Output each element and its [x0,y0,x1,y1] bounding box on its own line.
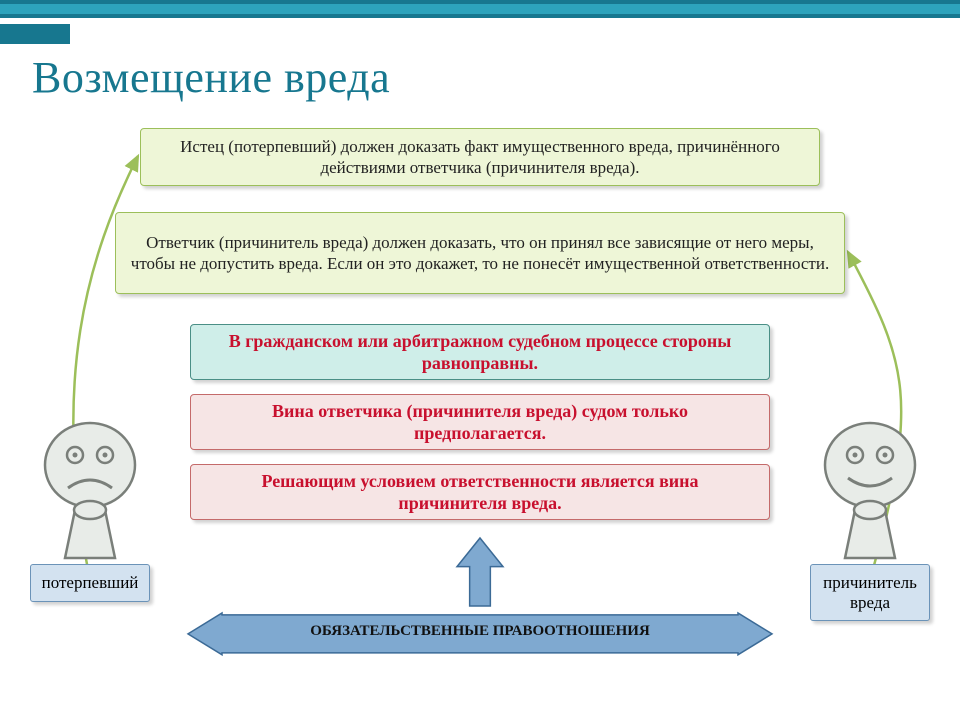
box-fault-text: Вина ответчика (причинителя вреда) судом… [205,400,755,445]
up-arrow-icon [447,536,513,614]
box-plaintiff-text: Истец (потерпевший) должен доказать факт… [155,136,805,179]
tortfeasor-label: причинитель вреда [823,573,917,612]
box-defendant-info: Ответчик (причинитель вреда) должен дока… [115,212,845,294]
box-equal-parties: В гражданском или арбитражном судебном п… [190,324,770,380]
box-equal-text: В гражданском или арбитражном судебном п… [205,330,755,375]
box-fault-presumed: Вина ответчика (причинителя вреда) судом… [190,394,770,450]
victim-label: потерпевший [42,573,139,592]
box-decisive-fault: Решающим условием ответственности являет… [190,464,770,520]
victim-icon [35,410,145,560]
party-victim: потерпевший [30,410,150,602]
victim-label-box: потерпевший [30,564,150,602]
page-title: Возмещение вреда [32,52,390,103]
box-defendant-text: Ответчик (причинитель вреда) должен дока… [130,232,830,275]
box-decisive-text: Решающим условием ответственности являет… [205,470,755,515]
bottom-banner: ОБЯЗАТЕЛЬСТВЕННЫЕ ПРАВООТНОШЕНИЯ [222,612,738,650]
party-tortfeasor: причинитель вреда [810,410,930,621]
tortfeasor-icon [815,410,925,560]
header-accent-stripe [0,24,70,44]
tortfeasor-label-box: причинитель вреда [810,564,930,621]
header-bar-inner [0,4,960,14]
box-plaintiff-info: Истец (потерпевший) должен доказать факт… [140,128,820,186]
bottom-banner-label: ОБЯЗАТЕЛЬСТВЕННЫЕ ПРАВООТНОШЕНИЯ [310,623,650,640]
